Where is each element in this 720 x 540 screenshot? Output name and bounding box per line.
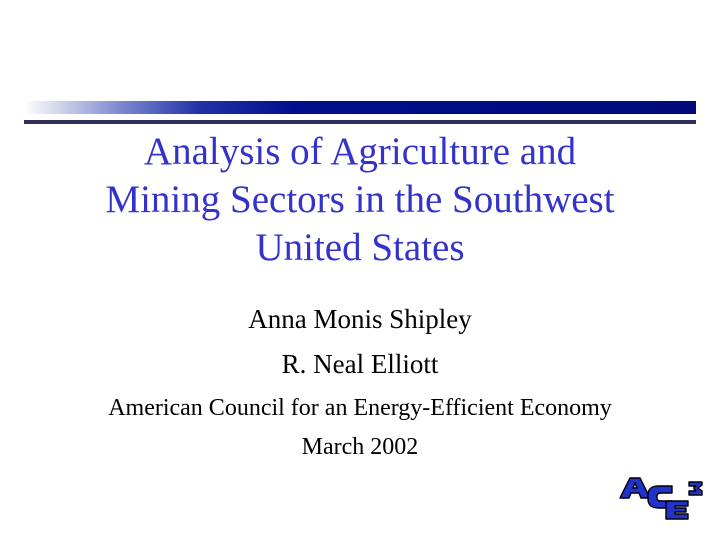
slide-title: Analysis of Agriculture and Mining Secto… — [105, 130, 615, 269]
presentation-date: March 2002 — [301, 434, 419, 460]
logo-letter-e — [665, 500, 689, 520]
logo-superscript-3 — [688, 481, 703, 496]
organization-name: American Council for an Energy-Efficient… — [108, 395, 612, 421]
header-rule-thick — [24, 101, 696, 114]
author-name: R. Neal Elliott — [281, 349, 439, 379]
logo-letter-a — [619, 477, 651, 499]
ace3-logo — [619, 477, 703, 520]
header-rule-thin — [24, 120, 696, 124]
author-name: Anna Monis Shipley — [248, 304, 472, 334]
